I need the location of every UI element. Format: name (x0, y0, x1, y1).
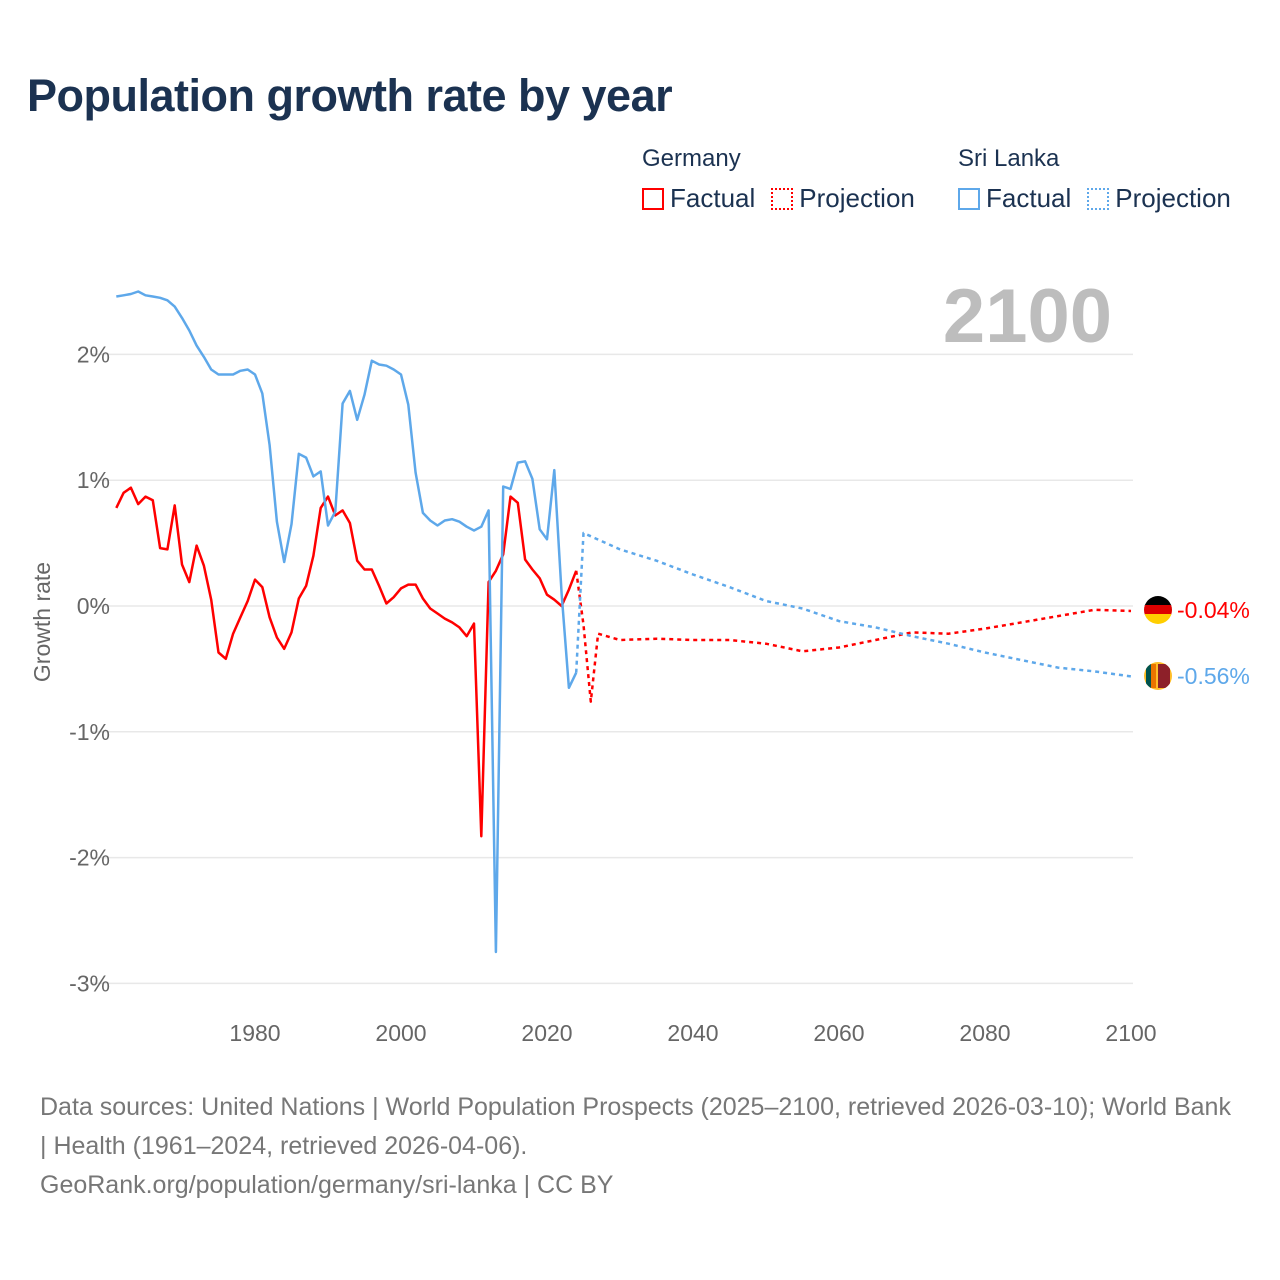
series-line-germany-projection (574, 570, 1132, 703)
legend-sri-lanka-projection[interactable]: Projection (1087, 183, 1231, 214)
flag-sri-lanka-icon (1144, 662, 1172, 690)
x-tick-label: 2060 (813, 1020, 864, 1046)
flag-germany-icon (1144, 596, 1172, 624)
y-tick-label: 0% (77, 593, 110, 619)
footer: Data sources: United Nations | World Pop… (40, 1088, 1240, 1205)
x-tick-label: 1980 (229, 1020, 280, 1046)
dotted-swatch-icon (1087, 187, 1110, 210)
series-line-germany-factual (115, 486, 578, 838)
legend-label: Factual (986, 183, 1072, 213)
year-label: 2100 (943, 274, 1112, 359)
legend-label: Projection (1115, 183, 1231, 213)
y-tick-label: -1% (69, 719, 110, 745)
source-link[interactable]: GeoRank.org/population/germany/sri-lanka… (40, 1171, 614, 1199)
x-tick-label: 2020 (521, 1020, 572, 1046)
y-tick-label: -3% (69, 970, 110, 996)
y-tick-label: 1% (77, 467, 110, 493)
solid-swatch-icon (958, 187, 980, 210)
legend-country-germany: Germany (642, 145, 741, 172)
series-line-sri-lanka-factual (116, 290, 578, 954)
legend-germany-projection[interactable]: Projection (771, 183, 915, 214)
dotted-swatch-icon (771, 187, 794, 210)
legend-sri-lanka-factual[interactable]: Factual (958, 183, 1071, 214)
y-tick-label: 2% (77, 341, 110, 367)
legend-country-sri-lanka: Sri Lanka (958, 145, 1060, 172)
legend-label: Factual (670, 183, 756, 213)
legend-sri-lanka: Sri Lanka Factual Projection (958, 145, 1231, 214)
legend-germany-factual[interactable]: Factual (642, 183, 755, 214)
legend-label: Projection (799, 183, 915, 213)
legend-germany: Germany Factual Projection (642, 145, 915, 214)
sri-lanka-end-label: -0.56% (1177, 663, 1250, 689)
x-tick-label: 2080 (959, 1020, 1010, 1046)
x-tick-label: 2000 (375, 1020, 426, 1046)
x-tick-label: 2040 (667, 1020, 718, 1046)
x-tick-label: 2100 (1105, 1020, 1156, 1046)
germany-end-label: -0.04% (1177, 597, 1250, 623)
data-sources: Data sources: United Nations | World Pop… (40, 1093, 1231, 1160)
solid-swatch-icon (642, 187, 664, 210)
series-line-sri-lanka-projection (574, 531, 1132, 678)
y-tick-label: -2% (69, 845, 110, 871)
y-axis-label: Growth rate (29, 562, 55, 682)
chart-title: Population growth rate by year (27, 70, 673, 121)
